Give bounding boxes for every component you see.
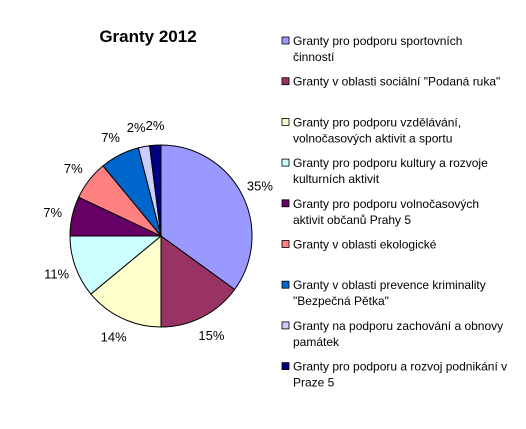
percent-label-3: 14%	[101, 329, 127, 344]
legend-swatch-5	[281, 199, 290, 208]
legend-label-6: Granty v oblasti ekologické	[293, 238, 437, 252]
legend-label-1: Granty pro podporu sportovních činností	[293, 34, 462, 64]
legend-swatch-9	[281, 362, 290, 371]
legend-item-2: Granty v oblasti sociální "Podaná ruka"	[281, 75, 500, 89]
pie-slice-2	[160, 235, 236, 328]
percent-label-8: 2%	[127, 120, 146, 135]
legend-label-3: Granty pro podporu vzdělávání, volnočasov…	[293, 115, 461, 145]
legend-swatch-8	[281, 321, 290, 330]
legend-item-8: Granty na podporu zachování a obnovy pamá…	[281, 319, 503, 349]
legend-label-5: Granty pro podporu volnočasových aktivit …	[293, 197, 479, 227]
legend-item-3: Granty pro podporu vzdělávání, volnočasov…	[281, 115, 461, 145]
percent-label-9: 2%	[146, 118, 165, 133]
percent-label-5: 7%	[43, 205, 62, 220]
legend-item-4: Granty pro podporu kultury a rozvoje kult…	[281, 156, 488, 186]
legend-item-1: Granty pro podporu sportovních činností	[281, 34, 462, 64]
percent-label-7: 7%	[101, 130, 120, 145]
percent-label-4: 11%	[44, 267, 69, 282]
percent-label-6: 7%	[64, 161, 83, 176]
legend-item-7: Granty v oblasti prevence kriminality "Be…	[281, 278, 486, 308]
legend-swatch-3	[281, 118, 290, 126]
legend-swatch-7	[281, 280, 290, 289]
pie-slices	[69, 144, 253, 328]
legend-label-4: Granty pro podporu kultury a rozvoje kult…	[293, 156, 488, 186]
pie-slice-1	[160, 144, 253, 291]
pie-slice-3	[90, 234, 162, 328]
legend-swatch-6	[281, 240, 290, 248]
legend-swatch-1	[281, 36, 290, 45]
legend-label-7: Granty v oblasti prevence kriminality "Be…	[293, 278, 486, 308]
legend: Granty pro podporu sportovních činností Gr…	[281, 34, 507, 390]
legend-label-8: Granty na podporu zachování a obnovy pamá…	[293, 319, 503, 349]
legend-swatch-2	[281, 77, 290, 86]
percent-label-2: 15%	[198, 328, 224, 343]
chart-title: Granty 2012	[99, 27, 196, 46]
legend-item-6: Granty v oblasti ekologické	[281, 238, 437, 252]
legend-item-5: Granty pro podporu volnočasových aktivit …	[281, 197, 479, 227]
legend-label-2: Granty v oblasti sociální "Podaná ruka"	[293, 75, 500, 89]
percent-label-1: 35%	[247, 179, 273, 194]
pie-slice-9	[149, 144, 162, 237]
percent-labels: 35% 15% 14% 11% 7% 7% 7% 2% 2%	[43, 118, 273, 344]
legend-swatch-4	[281, 158, 290, 167]
